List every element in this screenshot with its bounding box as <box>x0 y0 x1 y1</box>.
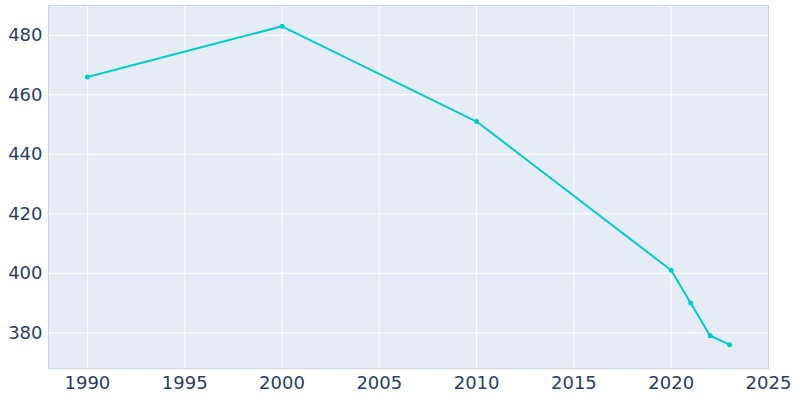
svg-text:1995: 1995 <box>162 372 208 393</box>
svg-text:2000: 2000 <box>259 372 305 393</box>
svg-text:460: 460 <box>8 84 42 105</box>
svg-text:380: 380 <box>8 322 42 343</box>
svg-text:420: 420 <box>8 203 42 224</box>
svg-text:2025: 2025 <box>746 372 792 393</box>
svg-text:400: 400 <box>8 262 42 283</box>
svg-text:1990: 1990 <box>65 372 111 393</box>
svg-text:2020: 2020 <box>648 372 694 393</box>
svg-text:2005: 2005 <box>356 372 402 393</box>
svg-text:2010: 2010 <box>454 372 500 393</box>
svg-text:440: 440 <box>8 143 42 164</box>
svg-text:2015: 2015 <box>551 372 597 393</box>
svg-text:480: 480 <box>8 24 42 45</box>
